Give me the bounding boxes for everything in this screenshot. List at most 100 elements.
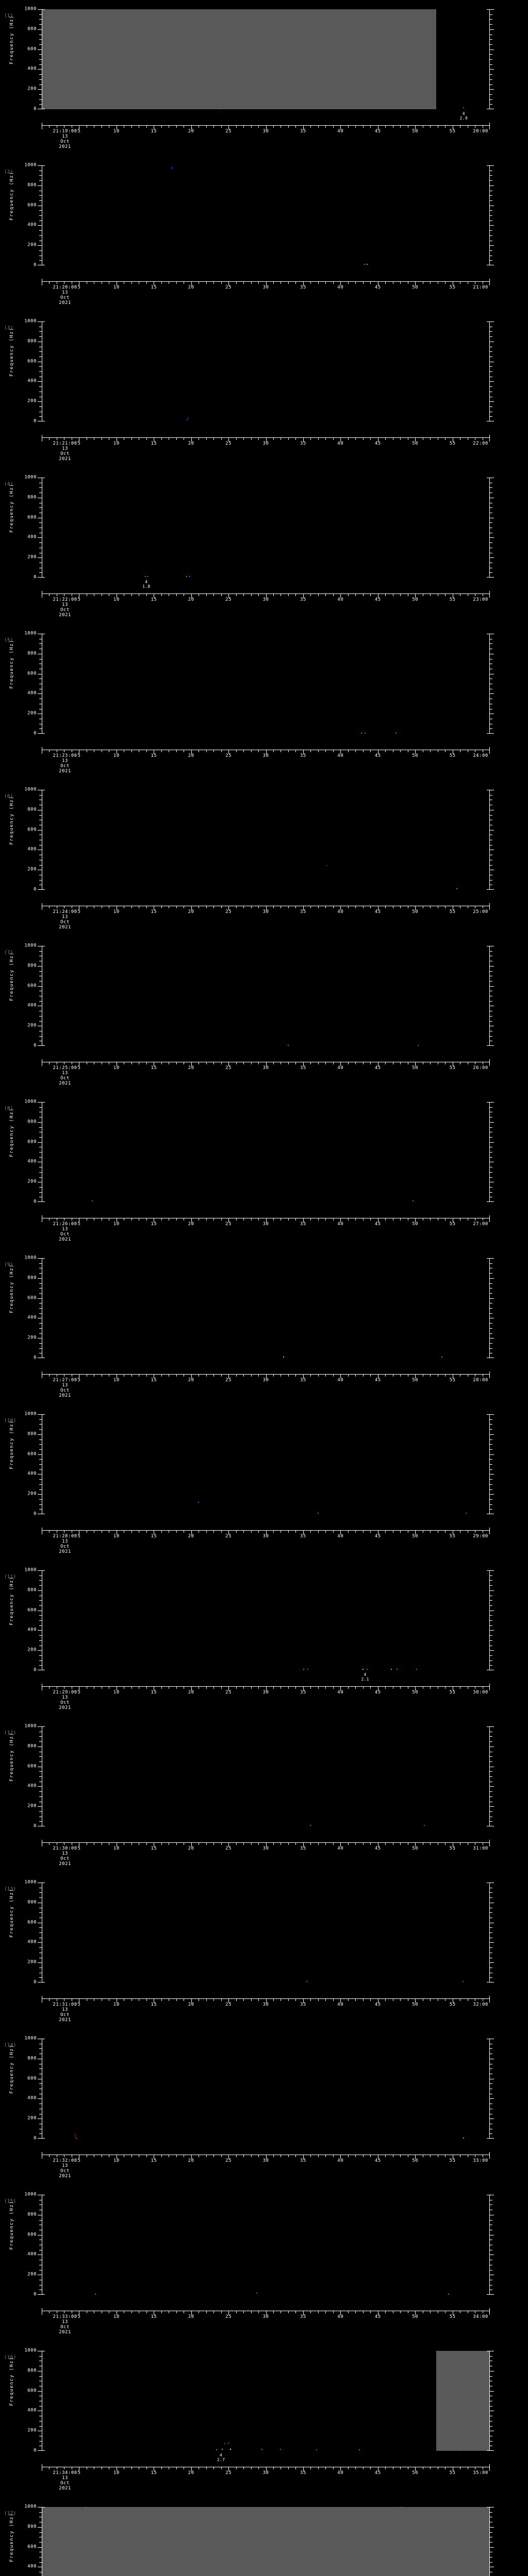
x-axis-tick: [355, 750, 356, 752]
y-axis-tick: [39, 104, 42, 105]
x-axis-date-line: 13: [62, 1227, 68, 1232]
y-axis-tick: [39, 366, 42, 367]
x-axis-tick: [445, 1530, 446, 1533]
y-axis-tick-labels: 1000 800 600 400 200 0: [0, 1724, 39, 1828]
x-axis-tick: [333, 594, 334, 596]
x-tick-label: 5: [77, 1534, 81, 1539]
event-annotation-line: 2.9: [459, 116, 468, 121]
x-axis-tick-labels: 21:21:00 5 10 15 20 25 30 35 40 45 50 55 22:00: [0, 441, 528, 448]
y-axis-right-tick: [489, 1892, 492, 1893]
y-tick-label: 400: [27, 1471, 37, 1477]
x-axis-date-label: 13 Oct 2021: [42, 1071, 88, 1086]
x-axis-tick: [333, 437, 334, 440]
x-axis-tick: [258, 281, 259, 284]
x-axis-tick: [266, 1218, 267, 1222]
x-axis-tick-labels: 21:31:00 5 10 15 20 25 30 35 40 45 50 55 32:00: [0, 2002, 528, 2009]
y-tick-label: 200: [27, 1803, 37, 1809]
x-axis-tick: [355, 906, 356, 908]
x-tick-label: 50: [412, 441, 419, 446]
y-axis-tick: [39, 728, 42, 730]
x-tick-label: 5: [77, 1065, 81, 1071]
x-tick-label: 10: [113, 909, 120, 914]
y-axis-tick: [39, 1776, 42, 1777]
data-mark: [310, 1825, 311, 1826]
x-tick-label: 10: [113, 1378, 120, 1383]
x-axis-tick: [400, 1998, 401, 2001]
y-tick-label: 1000: [24, 318, 37, 324]
plot-area: [42, 2195, 490, 2295]
y-axis-tick: [39, 2133, 42, 2134]
y-axis-right: [487, 321, 494, 421]
x-tick-label: 25: [225, 441, 232, 446]
y-axis-right-tick: [489, 336, 492, 337]
x-axis-tick: [445, 125, 446, 128]
x-axis-tick: [251, 1842, 252, 1845]
x-axis-cap-right: [489, 1996, 490, 1999]
y-axis-tick: [39, 1419, 42, 1420]
x-axis-cap-right: [489, 1215, 490, 1218]
y-axis-right-tick: [489, 2048, 492, 2049]
x-axis-tick: [236, 906, 237, 908]
x-axis-tick: [206, 1218, 207, 1221]
x-axis-tick: [221, 1062, 222, 1064]
x-axis-start-label: 21:31:00: [53, 2002, 77, 2007]
x-tick-label: 55: [449, 441, 456, 446]
x-axis-tick: [348, 2155, 349, 2157]
y-axis-tick: [39, 2562, 42, 2563]
y-tick-label: 200: [27, 242, 37, 248]
x-tick-label: 25: [225, 1690, 232, 1695]
y-axis-tick: [38, 2391, 42, 2392]
x-tick-label: 5: [77, 1846, 81, 1851]
x-axis-tick: [340, 1218, 341, 1222]
y-axis-right-tick: [489, 2441, 492, 2442]
x-tick-label: 45: [374, 2158, 381, 2163]
x-axis-tick: [228, 906, 229, 910]
y-axis-cap-bottom: [42, 577, 45, 578]
x-tick-label: 5: [77, 129, 81, 134]
x-tick-label: 35: [300, 597, 306, 602]
y-tick-label: 600: [27, 1607, 37, 1613]
x-tick-label: 30: [262, 1690, 269, 1695]
y-axis-right-tick: [489, 2376, 492, 2377]
x-axis-tick: [206, 594, 207, 596]
y-axis-right: [487, 1258, 494, 1358]
x-axis-tick: [318, 437, 319, 440]
x-axis-tick: [273, 1218, 274, 1221]
x-axis-tick: [325, 125, 326, 128]
x-axis-tick: [325, 2311, 326, 2313]
x-axis-tick: [221, 1842, 222, 1845]
y-axis-tick: [38, 321, 42, 322]
y-axis-right-tick: [489, 1258, 494, 1259]
y-axis-tick: [39, 1605, 42, 1606]
plot-area: [42, 321, 490, 421]
data-mark: [360, 732, 362, 734]
x-axis-tick: [49, 594, 50, 596]
x-axis-tick: [131, 1686, 132, 1689]
x-axis-tick: [213, 2311, 214, 2313]
y-axis-tick: [39, 195, 42, 196]
x-axis-date-line: 13: [62, 2163, 68, 2168]
y-axis-tick: [39, 2376, 42, 2377]
x-tick-label: 15: [151, 2158, 157, 2163]
x-axis-tick: [221, 2155, 222, 2157]
x-axis-tick: [400, 437, 401, 440]
y-axis-tick: [39, 1459, 42, 1460]
x-tick-label: 5: [77, 441, 81, 446]
x-axis-tick: [310, 594, 311, 596]
x-axis-tick: [400, 2467, 401, 2469]
x-axis-tick: [236, 1530, 237, 1533]
y-axis-tick: [39, 487, 42, 488]
panel-number: (6): [4, 794, 13, 799]
y-axis-right-tick: [489, 1454, 494, 1455]
x-axis-tick: [243, 437, 244, 440]
x-tick-label: 35: [300, 441, 306, 446]
x-axis-tick: [251, 1998, 252, 2001]
x-axis-date-label: 13 Oct 2021: [42, 2476, 88, 2491]
x-axis-tick: [258, 125, 259, 128]
x-axis-date-label: 13 Oct 2021: [42, 602, 88, 618]
y-axis-right-cap-bottom: [487, 2450, 490, 2451]
data-mark: [465, 1513, 467, 1514]
x-axis-tick: [191, 437, 192, 442]
x-axis-tick: [362, 594, 364, 596]
x-axis-date-line: 2021: [59, 144, 71, 149]
